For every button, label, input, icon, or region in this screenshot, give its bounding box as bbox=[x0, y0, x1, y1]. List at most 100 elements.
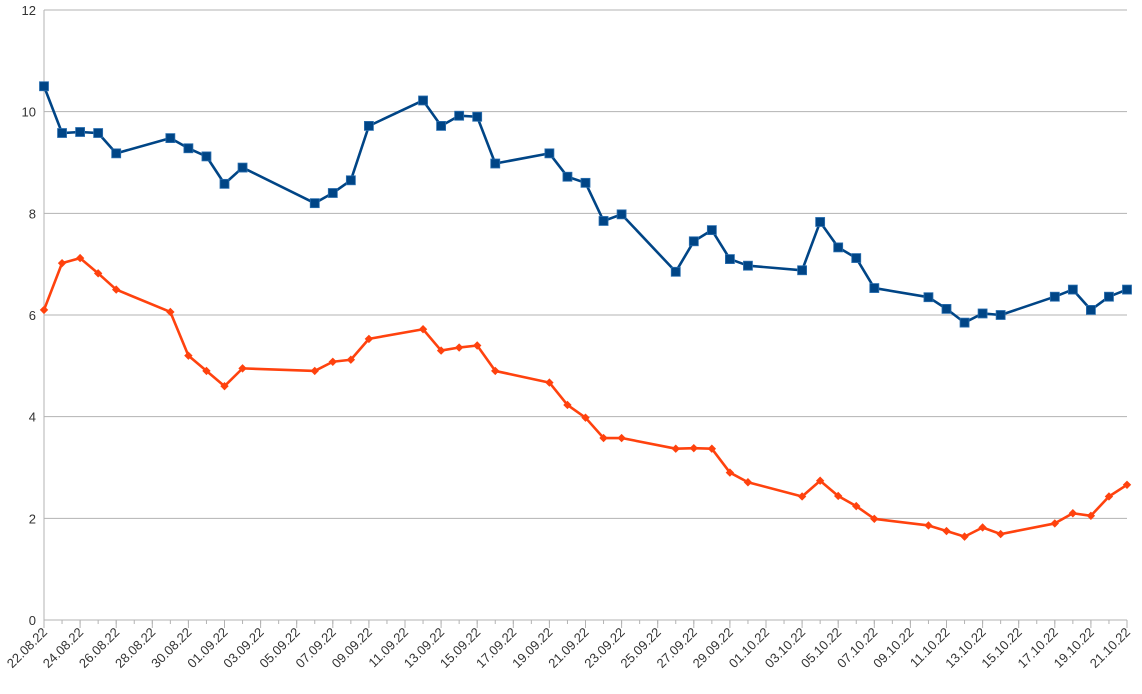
data-point bbox=[617, 433, 626, 443]
data-point bbox=[1068, 509, 1078, 518]
x-tick-label: 09.10.22 bbox=[870, 625, 916, 671]
chart-axes bbox=[43, 10, 1128, 628]
data-point bbox=[869, 283, 880, 293]
data-point bbox=[1104, 492, 1114, 501]
data-point bbox=[418, 325, 428, 334]
data-point bbox=[743, 478, 753, 487]
y-tick-label: 8 bbox=[29, 206, 36, 221]
data-point bbox=[833, 242, 844, 253]
data-point bbox=[1086, 305, 1096, 315]
data-point bbox=[977, 308, 988, 319]
data-point bbox=[112, 285, 121, 294]
data-point bbox=[671, 444, 680, 453]
data-point bbox=[93, 128, 104, 138]
data-point bbox=[1122, 284, 1132, 295]
data-point bbox=[346, 355, 356, 364]
data-point bbox=[327, 188, 338, 198]
data-point bbox=[111, 148, 122, 159]
data-point bbox=[436, 346, 446, 355]
data-point bbox=[364, 334, 374, 344]
data-point bbox=[166, 307, 175, 317]
data-point bbox=[616, 209, 627, 220]
data-point bbox=[39, 81, 49, 92]
data-point bbox=[924, 521, 933, 530]
data-point bbox=[454, 343, 464, 352]
data-point bbox=[490, 158, 501, 169]
y-tick-label: 10 bbox=[22, 105, 36, 120]
y-tick-label: 4 bbox=[29, 410, 36, 425]
data-point bbox=[1049, 291, 1060, 302]
data-point bbox=[545, 378, 554, 387]
data-point bbox=[599, 433, 608, 443]
data-point bbox=[923, 292, 934, 303]
data-point bbox=[743, 260, 753, 271]
data-point bbox=[598, 216, 609, 226]
data-point bbox=[815, 217, 826, 227]
data-point bbox=[797, 265, 807, 276]
y-tick-label: 2 bbox=[29, 511, 36, 526]
data-point bbox=[345, 175, 356, 186]
data-point bbox=[942, 526, 951, 536]
series-0 bbox=[39, 81, 1132, 328]
series-line bbox=[42, 256, 1128, 538]
data-point bbox=[165, 133, 176, 144]
data-point bbox=[1067, 284, 1078, 295]
data-point bbox=[689, 443, 698, 453]
data-point bbox=[996, 529, 1005, 539]
data-point bbox=[220, 381, 229, 391]
data-point bbox=[183, 143, 194, 154]
data-point bbox=[418, 95, 428, 106]
data-point bbox=[797, 492, 807, 501]
data-point bbox=[363, 121, 374, 131]
data-point bbox=[57, 128, 67, 138]
data-point bbox=[436, 121, 447, 131]
data-point bbox=[670, 266, 681, 277]
data-point bbox=[1122, 480, 1132, 489]
data-point bbox=[472, 111, 483, 122]
data-point bbox=[725, 254, 735, 264]
y-tick-label: 6 bbox=[29, 308, 36, 323]
data-point bbox=[219, 178, 230, 189]
data-point bbox=[238, 364, 247, 373]
data-point bbox=[706, 225, 717, 236]
series-line bbox=[42, 85, 1128, 324]
data-point bbox=[93, 269, 103, 278]
data-point bbox=[309, 198, 320, 209]
data-point bbox=[688, 236, 699, 247]
data-point bbox=[39, 305, 49, 315]
data-point bbox=[851, 253, 862, 263]
data-point bbox=[960, 532, 969, 541]
data-point bbox=[328, 357, 337, 366]
y-tick-label: 12 bbox=[22, 3, 36, 18]
data-point bbox=[852, 501, 861, 511]
data-series bbox=[39, 81, 1132, 541]
series-1 bbox=[39, 253, 1132, 541]
horizontal-gridlines bbox=[44, 9, 1127, 519]
data-point bbox=[310, 366, 319, 376]
data-point bbox=[725, 468, 735, 477]
data-point bbox=[580, 177, 591, 188]
data-point bbox=[563, 400, 572, 410]
data-point bbox=[995, 310, 1006, 320]
data-point bbox=[454, 110, 465, 121]
data-point bbox=[75, 253, 85, 263]
x-tick-label: 21.10.22 bbox=[1087, 625, 1133, 671]
data-point bbox=[707, 444, 717, 453]
y-tick-label: 0 bbox=[29, 613, 36, 628]
data-point bbox=[202, 366, 211, 376]
data-point bbox=[237, 162, 248, 173]
data-point bbox=[1050, 519, 1059, 528]
data-point bbox=[544, 148, 555, 159]
data-point bbox=[75, 127, 85, 137]
data-point bbox=[201, 151, 212, 162]
data-point bbox=[941, 303, 952, 314]
data-point bbox=[581, 413, 590, 422]
data-point bbox=[978, 523, 987, 532]
data-point bbox=[959, 317, 970, 328]
data-point bbox=[562, 171, 573, 182]
data-point bbox=[834, 491, 843, 501]
data-point bbox=[473, 341, 482, 350]
x-tick-label: 09.09.22 bbox=[329, 625, 375, 671]
y-axis-tick-labels: 0 2 4 6 8 10 12 bbox=[22, 3, 36, 628]
